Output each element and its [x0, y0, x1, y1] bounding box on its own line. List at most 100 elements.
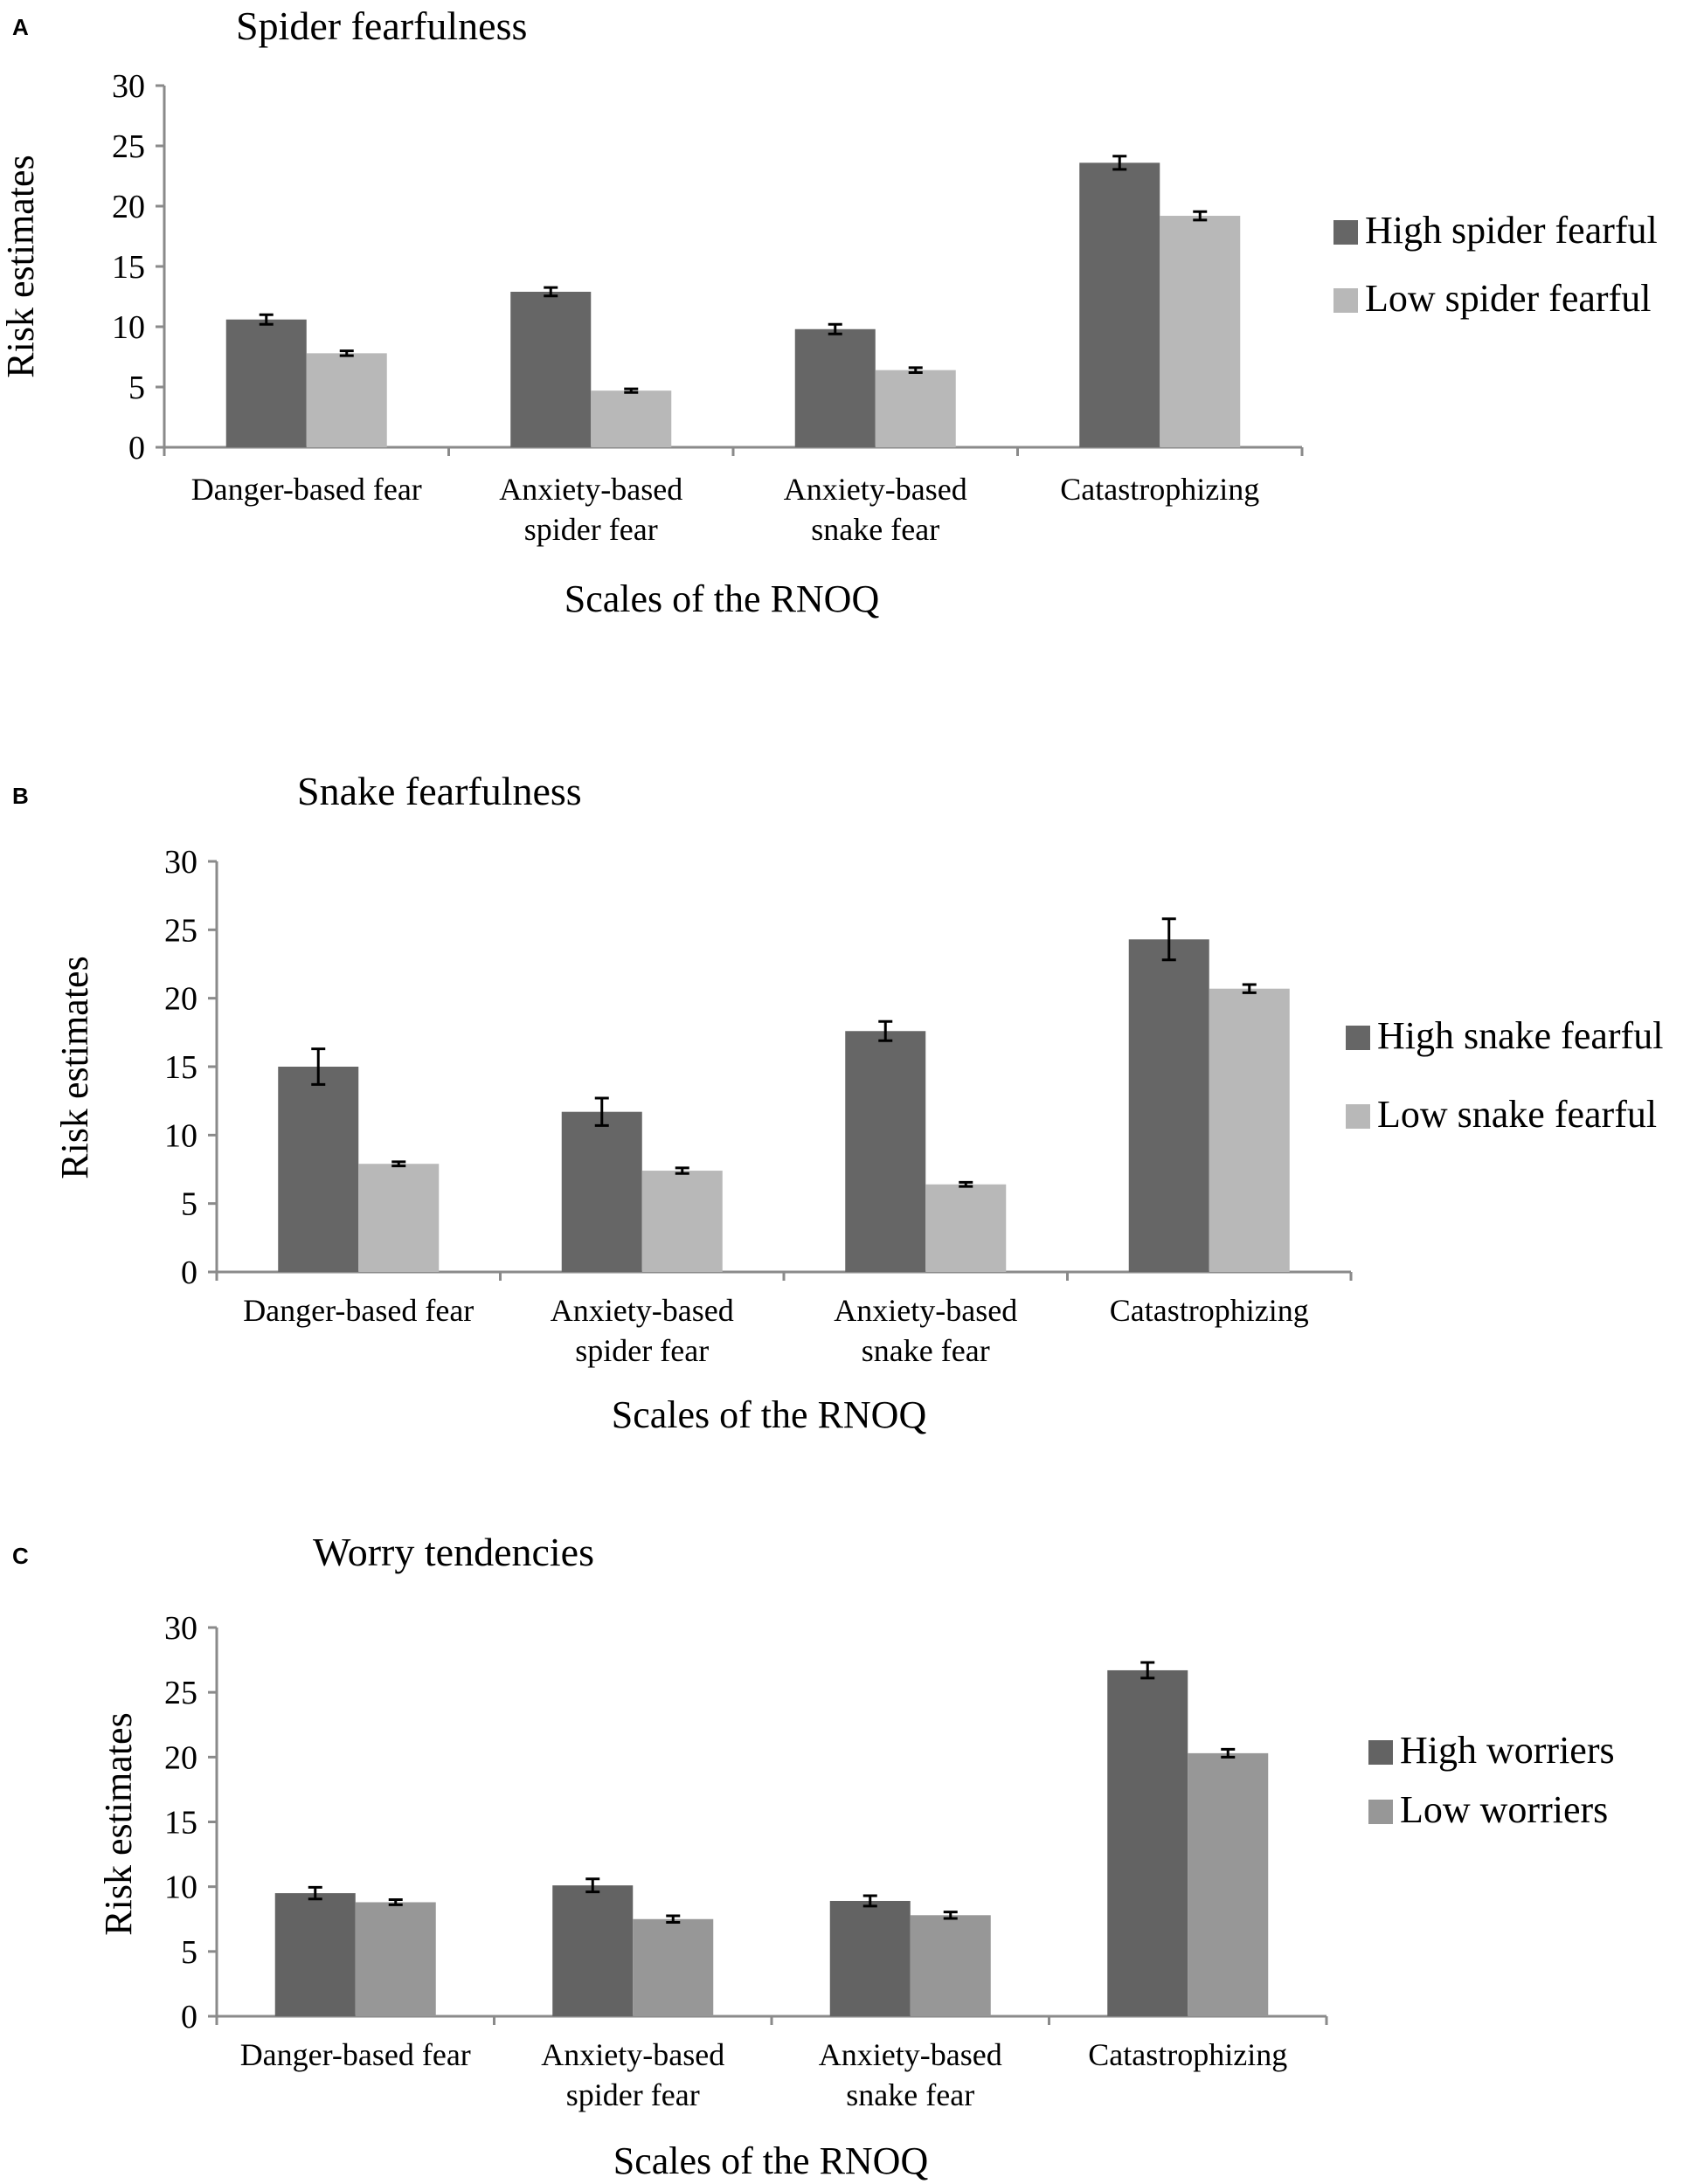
y-tick-label: 15 — [112, 249, 145, 286]
legend: High worriers Low worriers — [1368, 1729, 1615, 1831]
error-bar-high-catastrophizing — [1161, 917, 1176, 962]
x-category-label: Anxiety-based — [819, 2037, 1002, 2072]
y-tick-label: 5 — [128, 370, 145, 406]
error-bar-high-danger-based-fear — [311, 1047, 326, 1086]
error-bar-low-catastrophizing — [1193, 210, 1208, 222]
error-bar-high-anxiety-based-snake-fear — [828, 322, 842, 335]
legend-label-high: High spider fearful — [1365, 209, 1658, 252]
bar-low-catastrophizing — [1160, 216, 1241, 448]
y-tick-label: 15 — [164, 1805, 197, 1842]
legend-label-low: Low worriers — [1400, 1788, 1608, 1831]
x-axis-title: Scales of the RNOQ — [612, 1393, 927, 1436]
bar-low-anxiety-based-snake-fear — [910, 1915, 991, 2016]
y-axis-title: Risk estimates — [97, 1712, 140, 1935]
x-category-label: snake fear — [811, 512, 939, 547]
y-axis-title: Risk estimates — [0, 155, 42, 377]
x-category-label: snake fear — [862, 1333, 990, 1368]
legend-swatch-low — [1333, 288, 1358, 313]
y-tick-label: 25 — [164, 1675, 197, 1711]
error-bar-low-anxiety-based-snake-fear — [908, 366, 923, 374]
x-category-label: Danger-based fear — [191, 472, 422, 507]
x-category-label: Catastrophizing — [1060, 472, 1259, 507]
y-tick-label: 20 — [164, 981, 197, 1018]
x-category-label: Anxiety-based — [551, 1293, 734, 1328]
bar-high-catastrophizing — [1128, 939, 1209, 1272]
y-tick-label: 20 — [164, 1739, 197, 1776]
y-tick-label: 30 — [164, 844, 197, 881]
bar-low-catastrophizing — [1188, 1752, 1269, 2016]
error-bar-low-danger-based-fear — [339, 349, 354, 357]
bar-low-anxiety-based-spider-fear — [641, 1171, 723, 1272]
x-category-label: spider fear — [566, 2077, 700, 2112]
legend-label-high: High worriers — [1400, 1729, 1615, 1772]
y-tick-label: 10 — [164, 1870, 197, 1906]
error-bar-low-danger-based-fear — [391, 1160, 406, 1168]
y-tick-label: 0 — [181, 1999, 197, 2035]
x-category-label: snake fear — [846, 2077, 974, 2112]
bar-high-anxiety-based-spider-fear — [552, 1885, 634, 2016]
y-tick-label: 30 — [112, 68, 145, 105]
legend-swatch-low — [1368, 1800, 1393, 1824]
bar-high-anxiety-based-snake-fear — [829, 1900, 911, 2016]
error-bar-low-catastrophizing — [1242, 983, 1257, 994]
chart-panel-a: A Spider fearfulness 0 5 10 15 20 25 30 Danger-ba… — [0, 3, 1658, 620]
error-bar-high-anxiety-based-snake-fear — [862, 1894, 877, 1908]
y-tick-label: 10 — [112, 309, 145, 346]
error-bar-high-danger-based-fear — [308, 1885, 322, 1901]
legend: High spider fearful Low spider fearful — [1333, 209, 1658, 320]
bar-high-anxiety-based-spider-fear — [510, 291, 592, 447]
bar-low-anxiety-based-spider-fear — [633, 1918, 714, 2016]
error-bar-low-danger-based-fear — [388, 1898, 403, 1906]
x-category-label: spider fear — [575, 1333, 709, 1368]
error-bar-high-catastrophizing — [1112, 155, 1127, 171]
error-bar-low-anxiety-based-snake-fear — [943, 1911, 958, 1920]
bar-low-danger-based-fear — [355, 1902, 436, 2016]
bar-high-danger-based-fear — [225, 319, 307, 447]
bar-low-danger-based-fear — [306, 353, 387, 447]
legend: High snake fearful Low snake fearful — [1346, 1014, 1663, 1136]
y-tick-label: 30 — [164, 1610, 197, 1647]
panel-label: B — [12, 783, 29, 809]
x-category-label: Catastrophizing — [1088, 2037, 1287, 2072]
bar-high-danger-based-fear — [274, 1893, 356, 2016]
bar-high-anxiety-based-snake-fear — [845, 1031, 926, 1272]
chart-title: Spider fearfulness — [236, 3, 527, 48]
x-category-label: Anxiety-based — [499, 472, 682, 507]
y-tick-label: 25 — [164, 912, 197, 949]
error-bar-high-anxiety-based-spider-fear — [544, 286, 558, 298]
x-category-label: Anxiety-based — [784, 472, 967, 507]
bar-low-catastrophizing — [1209, 988, 1290, 1272]
y-tick-label: 25 — [112, 128, 145, 165]
bar-high-anxiety-based-snake-fear — [794, 328, 876, 447]
chart-title: Worry tendencies — [313, 1530, 594, 1574]
error-bar-low-anxiety-based-spider-fear — [675, 1166, 689, 1175]
y-tick-label: 15 — [164, 1049, 197, 1086]
bar-low-anxiety-based-snake-fear — [925, 1184, 1007, 1272]
bar-high-catastrophizing — [1079, 162, 1160, 447]
error-bar-low-anxiety-based-spider-fear — [666, 1914, 681, 1924]
panel-label: C — [12, 1543, 29, 1569]
panel-label: A — [12, 14, 29, 40]
y-tick-label: 0 — [128, 430, 145, 467]
x-category-label: Anxiety-based — [541, 2037, 724, 2072]
bar-low-danger-based-fear — [358, 1164, 440, 1272]
chart-panel-b: B Snake fearfulness 0 5 10 15 20 25 30 Danger-bas… — [12, 769, 1663, 1436]
x-category-label: Danger-based fear — [240, 2037, 471, 2072]
error-bar-low-catastrophizing — [1221, 1747, 1236, 1759]
legend-swatch-low — [1346, 1104, 1370, 1129]
x-axis-title: Scales of the RNOQ — [565, 577, 880, 620]
bar-high-anxiety-based-spider-fear — [561, 1111, 642, 1272]
y-tick-label: 5 — [181, 1934, 197, 1971]
error-bar-high-catastrophizing — [1140, 1661, 1155, 1680]
chart-title: Snake fearfulness — [297, 769, 582, 813]
chart-panel-c: C Worry tendencies 0 5 10 15 20 25 30 Danger-base… — [12, 1530, 1615, 2182]
y-tick-label: 10 — [164, 1117, 197, 1154]
bar-high-catastrophizing — [1107, 1669, 1188, 2016]
bar-high-danger-based-fear — [278, 1067, 359, 1272]
x-category-label: Danger-based fear — [243, 1293, 474, 1328]
y-tick-label: 20 — [112, 189, 145, 225]
y-tick-label: 0 — [181, 1254, 197, 1291]
y-tick-label: 5 — [181, 1186, 197, 1223]
legend-label-high: High snake fearful — [1377, 1014, 1663, 1057]
